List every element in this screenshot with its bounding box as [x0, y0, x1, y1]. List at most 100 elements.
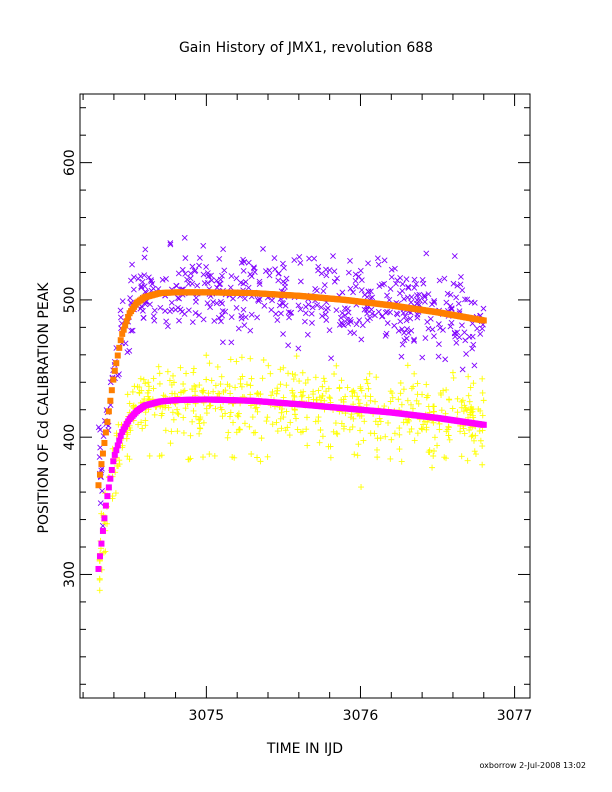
data-point [296, 378, 303, 385]
data-point [211, 452, 218, 459]
data-point [115, 463, 122, 470]
data-point [354, 452, 361, 459]
data-point [479, 389, 486, 396]
data-point [285, 370, 292, 377]
data-point [397, 274, 404, 281]
data-point [477, 331, 484, 337]
data-point [95, 424, 102, 431]
data-point [461, 329, 468, 336]
data-point [406, 428, 413, 435]
data-point [393, 280, 399, 287]
data-point [372, 398, 379, 405]
data-point [206, 451, 213, 458]
data-point [286, 432, 293, 439]
data-point [200, 454, 207, 461]
data-point [399, 281, 406, 287]
data-point [117, 314, 124, 321]
data-point [458, 322, 465, 329]
data-point [474, 325, 481, 332]
data-point [367, 315, 373, 322]
data-point [214, 284, 220, 291]
data-point [137, 375, 144, 382]
data-point [229, 454, 236, 461]
data-point [347, 319, 354, 325]
data-point [240, 267, 247, 274]
data-point [226, 413, 233, 420]
data-point [159, 276, 166, 283]
data-point [435, 321, 442, 328]
data-point [397, 380, 404, 387]
data-point [102, 548, 109, 555]
data-point [190, 407, 197, 414]
fit-point [105, 484, 112, 491]
data-point [425, 291, 432, 298]
data-point [480, 305, 487, 312]
data-point [295, 345, 302, 352]
data-point [333, 362, 340, 369]
data-point [447, 323, 454, 330]
data-point [280, 331, 286, 337]
data-point [239, 373, 246, 380]
data-point [236, 426, 243, 433]
data-point [168, 428, 175, 435]
data-point [136, 389, 143, 396]
data-point [181, 234, 188, 241]
data-point [245, 259, 252, 266]
data-point [459, 287, 466, 294]
data-point [319, 433, 326, 440]
data-point [323, 388, 330, 395]
data-point [411, 276, 418, 283]
data-point [109, 495, 116, 502]
data-point [218, 373, 225, 380]
y-tick-label: 400 [62, 424, 78, 451]
data-point [391, 430, 398, 437]
data-point [333, 430, 340, 437]
data-point [139, 278, 146, 285]
data-point [471, 448, 478, 455]
data-point [174, 428, 181, 435]
data-point [264, 453, 271, 460]
data-point [345, 309, 352, 316]
data-point [145, 379, 152, 386]
data-point [353, 321, 360, 328]
data-point [302, 310, 309, 317]
data-point [469, 432, 476, 439]
data-point [404, 419, 411, 426]
data-point [123, 435, 130, 442]
data-point [130, 403, 137, 410]
data-point [232, 384, 239, 391]
data-point [196, 255, 203, 261]
data-point [156, 370, 163, 377]
x-axis-label: TIME IN IJD [266, 741, 343, 757]
fit-point [99, 527, 106, 534]
data-point [208, 277, 215, 284]
data-point [403, 276, 410, 283]
data-point [302, 380, 309, 387]
data-point [347, 257, 353, 264]
fit-point [111, 451, 118, 458]
data-point [327, 454, 334, 461]
fit-point [122, 322, 129, 329]
data-point [193, 413, 200, 420]
data-point [297, 306, 304, 313]
data-point [211, 318, 218, 324]
fit-point [111, 367, 118, 374]
data-point [479, 443, 486, 450]
data-point [397, 390, 404, 397]
data-point [349, 423, 356, 430]
data-point [241, 420, 248, 427]
data-point [339, 289, 346, 296]
data-point [315, 418, 322, 425]
data-point [423, 250, 430, 257]
data-point [452, 333, 459, 340]
data-point [328, 355, 335, 362]
data-point [274, 317, 281, 323]
data-point [451, 253, 458, 259]
data-point [128, 327, 135, 334]
data-point [298, 393, 305, 400]
data-point [151, 317, 158, 324]
data-point [218, 318, 224, 325]
data-point [416, 291, 423, 298]
data-point [377, 418, 384, 425]
data-point [440, 327, 446, 333]
